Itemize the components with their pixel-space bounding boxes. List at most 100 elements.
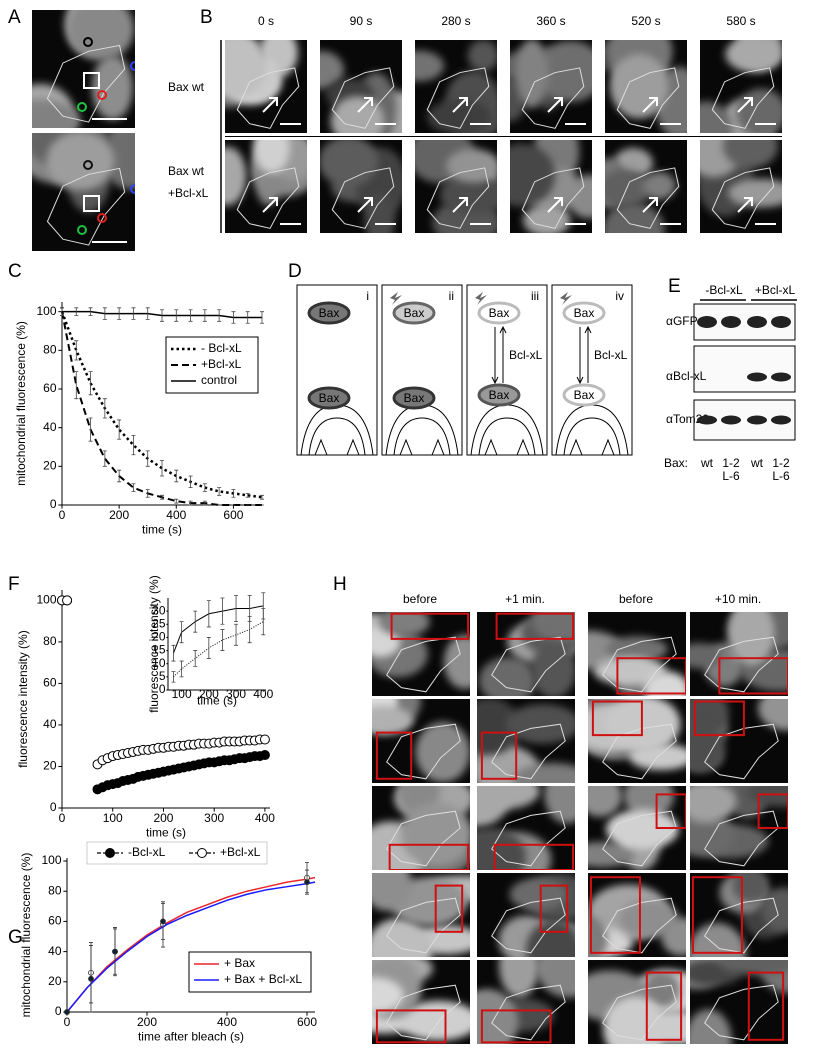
- arrow: [452, 97, 468, 113]
- cell: [225, 146, 247, 206]
- time-label: 280 s: [441, 14, 470, 28]
- row-label: Bax wt: [168, 80, 205, 94]
- error-bar: [188, 500, 193, 506]
- cell-outline: [704, 636, 779, 693]
- bax-protein: [562, 301, 606, 325]
- legend-marker: [105, 848, 115, 858]
- error-bar: [245, 311, 250, 324]
- cell: [728, 178, 782, 208]
- y-tick-label: 0: [50, 497, 57, 511]
- cell-outline: [521, 67, 585, 129]
- cell: [320, 51, 345, 90]
- bax-protein: [392, 301, 436, 325]
- group-label: -Bcl-xL: [705, 283, 743, 297]
- cell: [690, 813, 735, 857]
- error-bar: [202, 500, 207, 506]
- y-tick-label: 100: [36, 304, 56, 318]
- arrow: [262, 97, 278, 113]
- micrograph-content: [588, 699, 686, 780]
- x-tick-label: 100: [103, 811, 123, 825]
- roi-circle: [97, 213, 107, 223]
- legend-box: [86, 841, 268, 865]
- series-line: [173, 621, 264, 678]
- x-axis-label: time (s): [146, 825, 186, 839]
- micrograph-content: [415, 140, 497, 233]
- arrow: [737, 97, 753, 113]
- cell: [477, 827, 527, 870]
- bleach-region: [375, 1009, 447, 1044]
- micrograph-content: [605, 147, 681, 233]
- y-tick-label: 0: [55, 1004, 62, 1018]
- bax-label: Bax: [489, 388, 510, 402]
- band: [771, 372, 791, 382]
- roi-circle: [83, 37, 93, 47]
- cell: [605, 169, 652, 208]
- arrow: [642, 197, 658, 213]
- cell: [593, 656, 667, 686]
- cell: [530, 642, 575, 696]
- bleach-region: [645, 971, 683, 1041]
- error-bar: [202, 309, 207, 322]
- cell: [690, 922, 747, 957]
- cell-outline: [386, 897, 461, 954]
- time-label: 0 s: [258, 14, 274, 28]
- error-bar: [131, 435, 136, 456]
- roi-circle: [130, 61, 135, 71]
- y-tick-label: 80: [43, 343, 57, 357]
- error-bar: [131, 307, 136, 320]
- error-bar: [74, 340, 79, 361]
- row-label: +Bcl-xL: [168, 186, 209, 200]
- cell: [515, 40, 549, 108]
- cell: [638, 1010, 686, 1044]
- cell: [619, 900, 679, 938]
- micrograph-content: [372, 960, 470, 1044]
- column-label: before: [619, 592, 653, 606]
- time-label: 90 s: [350, 14, 373, 28]
- band: [771, 415, 791, 425]
- micrograph-content: [32, 10, 135, 128]
- error-bar: [220, 597, 225, 625]
- cell: [642, 171, 676, 200]
- cell-outline: [602, 897, 677, 954]
- cell: [643, 971, 680, 1008]
- micrograph-content: [372, 699, 470, 783]
- cell-outline: [491, 810, 566, 867]
- micrograph-content: [605, 40, 687, 133]
- cell: [690, 642, 723, 669]
- bleach-square: [83, 72, 100, 89]
- cell: [68, 10, 135, 61]
- x-tick-label: 200: [199, 687, 219, 701]
- cell: [415, 50, 445, 82]
- cell: [722, 140, 779, 169]
- y-tick-label: 30: [152, 603, 166, 617]
- cell-outline: [236, 167, 300, 229]
- x-tick-label: 400: [253, 687, 273, 701]
- bleach-region: [375, 731, 413, 780]
- error-bar: [60, 307, 64, 316]
- roi-circle: [77, 225, 87, 235]
- micrograph-content: [477, 960, 575, 1044]
- micrograph-content: [588, 969, 686, 1044]
- y-tick-label: 60: [48, 914, 62, 928]
- error-bar: [234, 594, 239, 623]
- error-bar: [88, 371, 93, 396]
- arrow: [262, 197, 278, 213]
- y-tick-label: 60: [43, 381, 57, 395]
- cell: [525, 920, 575, 957]
- x-tick-label: 400: [166, 508, 186, 522]
- error-bar: [160, 494, 164, 500]
- blot: [693, 345, 796, 393]
- bleach-region: [691, 876, 743, 954]
- legend-label: +Bcl-xL: [201, 357, 242, 371]
- y-axis-label: mitochondrial fluorescence (%): [14, 321, 28, 486]
- bax-protein: [477, 383, 521, 407]
- cell: [477, 786, 540, 810]
- band: [747, 316, 767, 328]
- micrograph-content: [225, 140, 307, 229]
- y-tick-label: 80: [48, 883, 62, 897]
- error-bar: [145, 307, 150, 320]
- micrograph-content: [491, 873, 575, 957]
- bleach-region: [591, 700, 643, 737]
- bax-protein: [477, 301, 521, 325]
